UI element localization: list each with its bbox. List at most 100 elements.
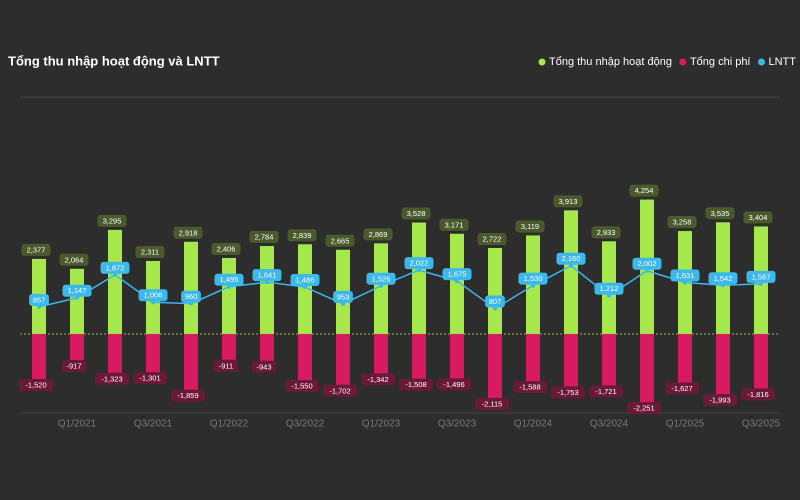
value-label-box xyxy=(21,243,51,256)
value-label: 2,160 xyxy=(562,254,581,263)
value-label: -1,550 xyxy=(291,381,312,390)
value-label-box xyxy=(363,228,393,241)
bar xyxy=(412,222,426,334)
value-label: 2,064 xyxy=(65,255,84,264)
bar xyxy=(32,334,46,383)
value-label: -1,323 xyxy=(101,374,122,383)
value-label: 1,631 xyxy=(676,271,695,280)
value-label-box xyxy=(518,272,548,285)
value-label-box xyxy=(211,242,241,255)
value-label: 2,869 xyxy=(369,230,388,239)
value-label: -1,508 xyxy=(405,380,426,389)
value-label: 1,872 xyxy=(106,263,125,272)
value-label-box xyxy=(553,195,583,208)
value-label: 1,530 xyxy=(524,274,543,283)
value-label-box xyxy=(665,382,699,395)
value-label-box xyxy=(404,257,434,270)
value-label: -1,301 xyxy=(139,374,160,383)
bar xyxy=(374,243,388,334)
value-label-box xyxy=(62,284,92,297)
value-label-box xyxy=(485,295,505,308)
value-label-box xyxy=(173,226,203,239)
bar xyxy=(450,334,464,382)
x-tick-label: Q3/2021 xyxy=(134,419,173,430)
value-label: -943 xyxy=(256,362,271,371)
value-label-box xyxy=(627,402,661,415)
value-label: 1,675 xyxy=(448,270,467,279)
value-label-box xyxy=(442,268,472,281)
bar xyxy=(640,334,654,406)
value-label: 3,528 xyxy=(407,209,426,218)
value-label: -1,342 xyxy=(367,375,388,384)
value-label: 1,147 xyxy=(68,286,87,295)
value-label-box xyxy=(629,184,659,197)
value-label-box xyxy=(61,359,87,372)
x-tick-label: Q1/2025 xyxy=(666,419,705,430)
value-label: -1,993 xyxy=(709,395,730,404)
value-label: 807 xyxy=(489,297,502,306)
value-label: 2,022 xyxy=(410,259,429,268)
bar xyxy=(526,334,540,385)
value-label: 2,784 xyxy=(255,233,274,242)
value-label-box xyxy=(333,290,353,303)
value-label-box xyxy=(213,359,239,372)
value-label: 3,295 xyxy=(103,216,122,225)
value-label-box xyxy=(323,384,357,397)
bar xyxy=(108,334,122,376)
value-label: 1,526 xyxy=(372,274,391,283)
value-label-box xyxy=(741,388,775,401)
value-label: 2,406 xyxy=(217,244,236,253)
value-label-box xyxy=(667,216,697,229)
value-label: -1,627 xyxy=(671,384,692,393)
value-label-box xyxy=(670,269,700,282)
bar xyxy=(260,246,274,334)
bar xyxy=(678,334,692,386)
bar xyxy=(374,334,388,377)
value-label: 2,377 xyxy=(27,245,46,254)
line xyxy=(38,264,762,310)
value-label: 2,933 xyxy=(597,228,616,237)
x-tick-label: Q1/2021 xyxy=(58,419,97,430)
value-label-box xyxy=(743,211,773,224)
value-label-box xyxy=(181,290,201,303)
bar xyxy=(564,210,578,334)
bar xyxy=(564,334,578,390)
value-label: -1,859 xyxy=(177,391,198,400)
value-label-box xyxy=(287,229,317,242)
value-label: -1,816 xyxy=(747,390,768,399)
value-label-box xyxy=(591,226,621,239)
value-label: 3,913 xyxy=(559,197,578,206)
legend-swatch xyxy=(758,58,765,66)
bar xyxy=(298,244,312,334)
bar xyxy=(602,334,616,389)
value-label-box xyxy=(439,218,469,231)
value-label: 1,006 xyxy=(144,291,163,300)
value-label-box xyxy=(252,269,282,282)
value-label: 1,495 xyxy=(220,275,239,284)
bar xyxy=(184,241,198,334)
legend-swatch xyxy=(679,58,687,66)
bar xyxy=(70,268,84,334)
value-label: 1,587 xyxy=(752,272,771,281)
value-label-box xyxy=(285,379,319,392)
value-label-box xyxy=(556,252,586,265)
value-label-box xyxy=(214,273,244,286)
value-label-box xyxy=(746,270,776,283)
value-label-box xyxy=(361,373,395,386)
value-label-box xyxy=(59,253,89,266)
bar xyxy=(716,334,730,397)
value-label-box xyxy=(135,245,165,258)
value-label-box xyxy=(632,257,662,270)
value-label: 3,535 xyxy=(711,209,730,218)
value-label-box xyxy=(366,272,396,285)
x-tick-label: Q1/2024 xyxy=(514,419,553,430)
value-label: -1,588 xyxy=(519,383,540,392)
value-label: 2,002 xyxy=(638,259,657,268)
bar xyxy=(70,334,84,363)
value-label: 960 xyxy=(185,292,198,301)
legend-label: LNTT xyxy=(769,56,797,68)
value-label-box xyxy=(171,389,205,402)
value-label: 4,254 xyxy=(635,186,654,195)
value-label-box xyxy=(290,274,320,287)
bar xyxy=(336,334,350,388)
